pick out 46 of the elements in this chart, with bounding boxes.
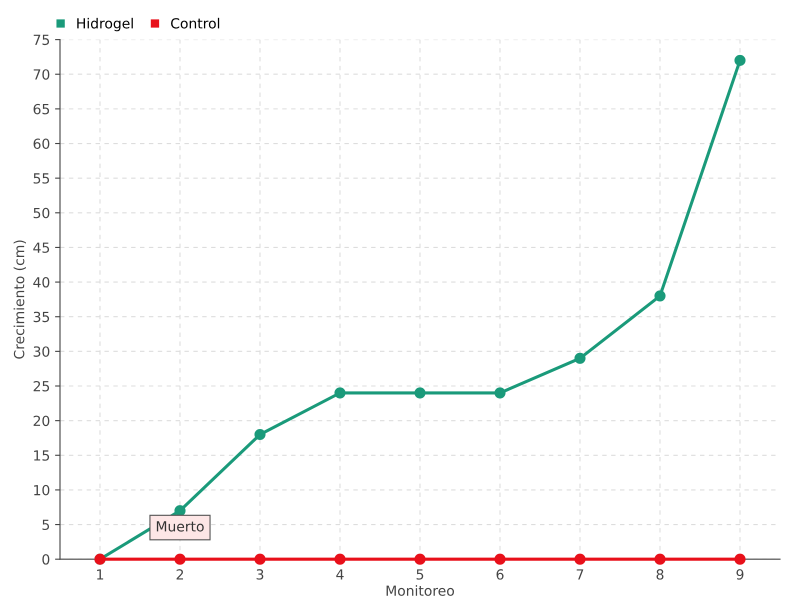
point (654, 554, 666, 565)
point (254, 428, 266, 440)
point (734, 54, 746, 66)
y-tick-label: 45 (33, 242, 50, 253)
x-tick-label: 8 (656, 569, 664, 580)
point (174, 505, 186, 516)
legend-label: Hidrogel (77, 18, 133, 32)
point (654, 290, 666, 302)
y-tick-label: 15 (34, 450, 50, 461)
y-tick-label: 10 (34, 484, 50, 496)
point (334, 387, 346, 398)
point (414, 554, 426, 565)
y-tick-label: 70 (34, 69, 50, 80)
y-tick-label: 75 (34, 34, 50, 46)
point (334, 554, 346, 565)
y-tick-label: 30 (34, 346, 50, 357)
y-tick-label: 35 (34, 312, 50, 322)
point (414, 387, 426, 398)
y-tick-label: 55 (34, 173, 50, 184)
x-tick-label: 3 (256, 569, 264, 580)
x-tick-label: 9 (736, 569, 744, 580)
point (734, 554, 746, 565)
legend-label: Control (171, 18, 220, 29)
x-tick-label: 6 (496, 569, 504, 580)
y-axis-title: Crecimiento (cm) (14, 240, 26, 359)
annotation: Muerto (156, 521, 204, 532)
y-tick-label: 5 (42, 520, 50, 530)
y-tick-label: 40 (33, 277, 50, 288)
x-tick-label: 7 (576, 569, 584, 580)
x-tick-label: 5 (416, 569, 424, 580)
x-tick-label: 4 (336, 569, 344, 580)
y-tick-label: 50 (34, 208, 50, 218)
y-tick-label: 0 (42, 554, 50, 565)
x-tick-label: 1 (97, 569, 104, 580)
y-tick-label: 20 (34, 416, 50, 426)
point (254, 554, 266, 565)
y-tick-label: 25 (34, 380, 50, 392)
x-tick-label: 2 (176, 569, 184, 580)
y-tick-label: 65 (34, 104, 50, 114)
point (174, 554, 186, 565)
y-tick-label: 60 (34, 138, 50, 149)
point (574, 554, 586, 565)
point (574, 352, 586, 364)
x-axis-title: Monitoreo (386, 585, 454, 596)
point (494, 554, 506, 565)
point (494, 387, 506, 398)
